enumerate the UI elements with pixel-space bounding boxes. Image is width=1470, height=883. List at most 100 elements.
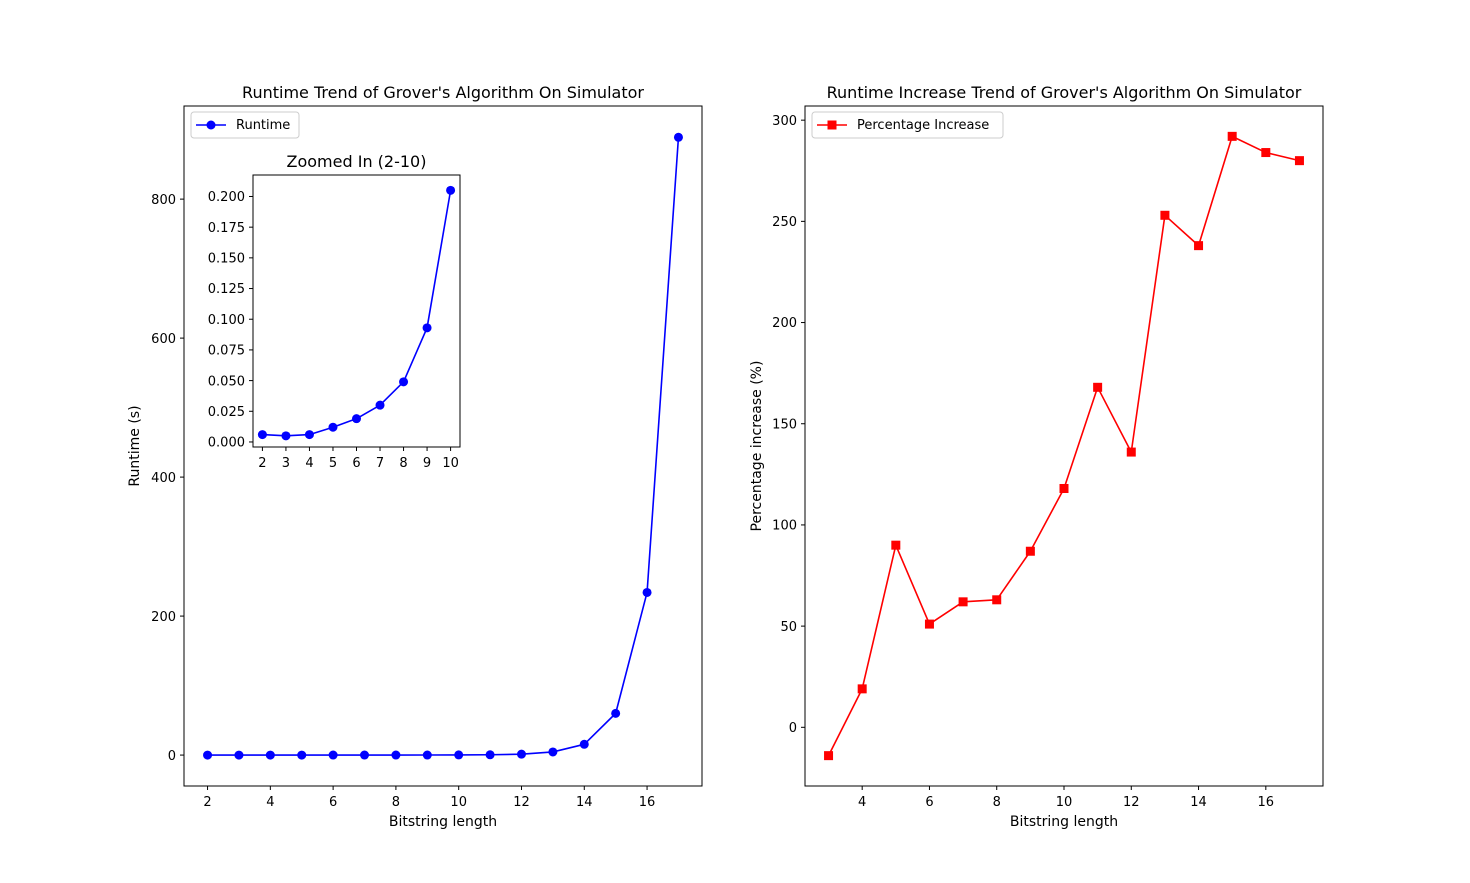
runtime-data-point [360,750,370,760]
runtime-y-tick-label: 400 [151,471,176,486]
runtime-y-tick-label: 200 [151,610,176,625]
runtime-data-point [485,750,495,760]
runtime-data-point [265,750,275,760]
inset-data-point [257,430,267,440]
runtime-data-point [391,750,401,760]
percentage-data-point [1093,382,1103,392]
runtime-data-point [234,750,244,760]
inset-data-point [375,400,385,410]
percentage-x-axis-label: Bitstring length [1010,814,1118,830]
runtime-legend-marker [206,120,216,130]
inset-data-point [281,431,291,441]
percentage-y-tick-label: 50 [780,620,797,635]
percentage-data-point [1294,156,1304,166]
inset-y-tick-label: 0.000 [208,436,245,451]
runtime-data-point [328,750,338,760]
inset-y-tick-label: 0.050 [208,374,245,389]
runtime-data-point [516,749,526,759]
percentage-legend-marker [827,120,837,130]
runtime-legend-label: Runtime [236,118,290,133]
inset-y-tick-label: 0.075 [208,344,245,359]
inset-y-tick-label: 0.175 [208,221,245,236]
inset-x-tick-label: 7 [376,456,384,471]
inset-data-point [328,422,338,432]
percentage-data-point [1227,131,1237,141]
percentage-x-tick-label: 12 [1123,795,1140,810]
percentage-y-tick-label: 200 [772,316,797,331]
runtime-data-point [454,750,464,760]
percentage-x-tick-label: 8 [993,795,1001,810]
percentage-data-point [824,751,834,761]
inset-data-point [352,414,361,424]
percentage-chart-title: Runtime Increase Trend of Grover's Algor… [827,83,1302,102]
runtime-x-tick-label: 14 [576,795,593,810]
percentage-legend: Percentage Increase [811,111,1004,139]
runtime-data-point [673,132,683,142]
inset-x-tick-label: 10 [442,456,459,471]
percentage-y-tick-label: 100 [772,519,797,534]
runtime-x-tick-label: 10 [450,795,467,810]
runtime-data-point [203,750,213,760]
inset-x-tick-label: 9 [423,456,431,471]
percentage-y-tick-label: 300 [772,114,797,129]
runtime-series-line [207,137,680,756]
inset-y-tick-label: 0.200 [208,190,245,205]
percentage-x-tick-label: 10 [1056,795,1073,810]
inset-data-point [399,377,409,387]
inset-y-tick-label: 0.025 [208,405,245,420]
inset-x-tick-label: 3 [282,456,290,471]
inset-data-point [446,185,456,195]
percentage-data-point [1194,241,1204,251]
inset-x-tick-label: 4 [305,456,313,471]
inset-title: Zoomed In (2-10) [287,152,427,171]
inset-x-tick-label: 5 [329,456,337,471]
percentage-data-point [1261,148,1271,158]
inset-data-point [422,323,432,333]
percentage-legend-label: Percentage Increase [857,118,989,133]
runtime-data-point [611,708,621,718]
inset-x-tick-label: 6 [352,456,360,471]
runtime-data-point [422,750,432,760]
runtime-x-axis-label: Bitstring length [389,814,497,830]
inset-y-tick-label: 0.125 [208,282,245,297]
runtime-x-tick-label: 6 [329,795,337,810]
runtime-y-tick-label: 0 [168,749,176,764]
runtime-legend: Runtime [190,111,300,139]
percentage-legend-box [811,111,1004,139]
runtime-chart: 2 4 6 8 10 12 14 16 0 200 400 600 800 Runtime Trend … [127,83,703,830]
runtime-x-tick-label: 16 [639,795,656,810]
runtime-x-tick-label: 8 [392,795,400,810]
zoomed-inset: 2 3 4 5 6 7 8 9 10 0.000 0.025 0.050 0.075 0.100 0.125… [208,152,461,471]
runtime-x-tick-label: 2 [203,795,211,810]
runtime-data-point [297,750,307,760]
inset-data-point [304,430,314,440]
percentage-data-point [1160,210,1170,220]
runtime-data-point [548,747,558,757]
runtime-y-tick-label: 600 [151,332,176,347]
runtime-data-point [579,739,589,749]
percentage-chart: 4 6 8 10 12 14 16 0 50 100 150 200 250 300 Runtime In… [749,83,1324,830]
runtime-legend-box [190,111,300,139]
runtime-y-axis-label: Runtime (s) [127,405,143,486]
percentage-data-point [1126,447,1136,457]
runtime-data-point [642,587,652,597]
percentage-data-point [992,595,1002,605]
percentage-data-point [958,597,968,607]
inset-background [253,175,460,447]
runtime-chart-title: Runtime Trend of Grover's Algorithm On S… [242,83,644,102]
inset-y-tick-label: 0.150 [208,252,245,267]
runtime-x-tick-label: 12 [513,795,530,810]
runtime-y-tick-label: 800 [151,193,176,208]
inset-y-tick-label: 0.100 [208,313,245,328]
percentage-x-tick-label: 14 [1190,795,1207,810]
percentage-y-axis-label: Percentage increase (%) [749,361,765,532]
percentage-data-point [857,684,867,694]
percentage-data-point [924,619,934,629]
percentage-x-tick-label: 16 [1258,795,1275,810]
percentage-data-point [1059,484,1069,493]
percentage-y-tick-label: 0 [789,721,797,736]
percentage-data-point [891,540,901,550]
percentage-data-point [1025,546,1035,556]
